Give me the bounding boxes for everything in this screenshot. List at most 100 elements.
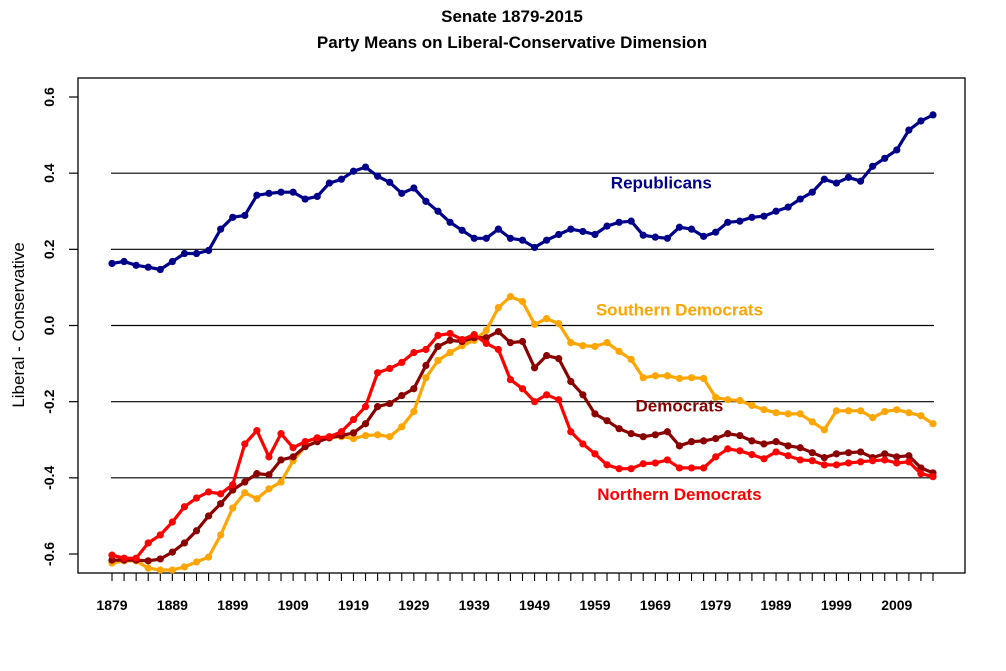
data-point-northern-democrats: [929, 473, 937, 481]
x-tick-label: 1999: [821, 597, 852, 613]
data-point-northern-democrats: [555, 396, 563, 404]
data-point-southern-democrats: [675, 374, 684, 383]
y-tick-label: 0.6: [41, 87, 57, 107]
data-point-northern-democrats: [772, 448, 780, 456]
series-group: [108, 111, 937, 574]
data-point-republicans: [603, 222, 611, 230]
data-point-southern-democrats: [374, 431, 382, 439]
data-point-republicans: [579, 227, 587, 236]
data-point-southern-democrats: [422, 374, 430, 382]
data-point-republicans: [856, 177, 865, 185]
data-point-republicans: [712, 228, 720, 236]
data-point-democrats: [398, 391, 406, 400]
data-point-southern-democrats: [192, 558, 201, 566]
data-point-republicans: [905, 126, 913, 134]
series-northern-democrats: [108, 329, 937, 562]
data-point-republicans: [543, 236, 551, 244]
x-tick-label: 2009: [881, 597, 912, 613]
data-point-southern-democrats: [349, 435, 358, 443]
data-point-northern-democrats: [506, 375, 515, 384]
data-point-southern-democrats: [627, 355, 635, 363]
data-point-democrats: [543, 351, 551, 360]
data-point-republicans: [458, 226, 466, 234]
y-tick-label: -0.2: [41, 389, 57, 413]
data-point-northern-democrats: [724, 445, 732, 453]
data-point-democrats: [687, 438, 696, 446]
data-point-democrats: [615, 425, 623, 433]
data-point-southern-democrats: [687, 374, 696, 382]
data-point-democrats: [289, 453, 297, 461]
data-point-southern-democrats: [700, 374, 708, 383]
data-point-southern-democrats: [820, 426, 828, 434]
data-point-northern-democrats: [289, 444, 297, 452]
data-point-southern-democrats: [784, 410, 792, 418]
x-tick-label: 1909: [278, 597, 309, 613]
series-label-northern-democrats: Northern Democrats: [597, 485, 761, 504]
data-point-democrats: [663, 428, 671, 436]
data-point-republicans: [808, 188, 816, 196]
x-tick-label: 1889: [157, 597, 188, 613]
data-point-northern-democrats: [530, 398, 539, 406]
y-axis-label: Liberal - Conservative: [9, 242, 28, 407]
data-point-democrats: [784, 442, 792, 450]
data-point-northern-democrats: [217, 490, 225, 498]
data-point-southern-democrats: [929, 420, 937, 428]
data-point-southern-democrats: [772, 409, 780, 417]
data-point-northern-democrats: [917, 470, 925, 478]
series-label-southern-democrats: Southern Democrats: [596, 301, 763, 320]
data-point-republicans: [241, 211, 249, 220]
data-point-republicans: [482, 234, 490, 242]
data-point-northern-democrats: [337, 428, 345, 436]
data-point-northern-democrats: [410, 348, 418, 357]
data-point-democrats: [349, 429, 358, 437]
data-point-southern-democrats: [265, 485, 273, 493]
series-label-democrats: Democrats: [636, 397, 724, 416]
data-point-democrats: [168, 548, 176, 556]
data-point-republicans: [832, 179, 841, 187]
data-point-southern-democrats: [881, 407, 889, 416]
data-point-republicans: [398, 189, 406, 197]
data-point-southern-democrats: [482, 326, 490, 335]
data-point-northern-democrats: [241, 440, 249, 448]
data-point-southern-democrats: [229, 504, 237, 512]
data-point-northern-democrats: [700, 464, 708, 472]
data-point-southern-democrats: [386, 433, 394, 441]
data-point-southern-democrats: [410, 407, 418, 416]
data-point-northern-democrats: [893, 459, 901, 467]
data-point-republicans: [180, 249, 189, 258]
data-point-northern-democrats: [168, 518, 176, 526]
data-point-republicans: [470, 234, 478, 242]
data-point-democrats: [204, 512, 213, 520]
data-point-republicans: [869, 162, 877, 170]
data-point-southern-democrats: [241, 489, 249, 497]
data-point-southern-democrats: [361, 431, 370, 440]
data-point-republicans: [567, 225, 575, 233]
data-point-republicans: [265, 189, 273, 197]
data-point-northern-democrats: [361, 403, 370, 411]
data-point-southern-democrats: [217, 531, 225, 539]
x-tick-label: 1969: [640, 597, 671, 613]
data-point-democrats: [651, 431, 659, 439]
series-republicans: [108, 111, 937, 274]
data-point-republicans: [530, 243, 539, 252]
data-point-southern-democrats: [796, 410, 804, 418]
data-point-southern-democrats: [760, 406, 768, 414]
data-point-republicans: [361, 163, 370, 171]
data-point-southern-democrats: [253, 495, 261, 503]
series-labels: Republicans Southern Democrats Democrats No…: [596, 173, 763, 504]
data-point-southern-democrats: [844, 407, 853, 415]
data-point-democrats: [832, 450, 841, 458]
data-point-republicans: [410, 184, 418, 192]
data-point-northern-democrats: [325, 433, 333, 441]
data-point-republicans: [144, 263, 152, 271]
y-tick-label: -0.4: [41, 466, 57, 490]
data-point-democrats: [905, 452, 913, 460]
data-point-democrats: [374, 403, 382, 411]
data-point-northern-democrats: [398, 358, 406, 367]
data-point-northern-democrats: [482, 339, 490, 347]
data-point-democrats: [518, 337, 527, 346]
x-tick-label: 1989: [760, 597, 791, 613]
data-point-democrats: [229, 486, 237, 494]
data-point-democrats: [796, 444, 804, 452]
data-point-republicans: [168, 257, 176, 266]
